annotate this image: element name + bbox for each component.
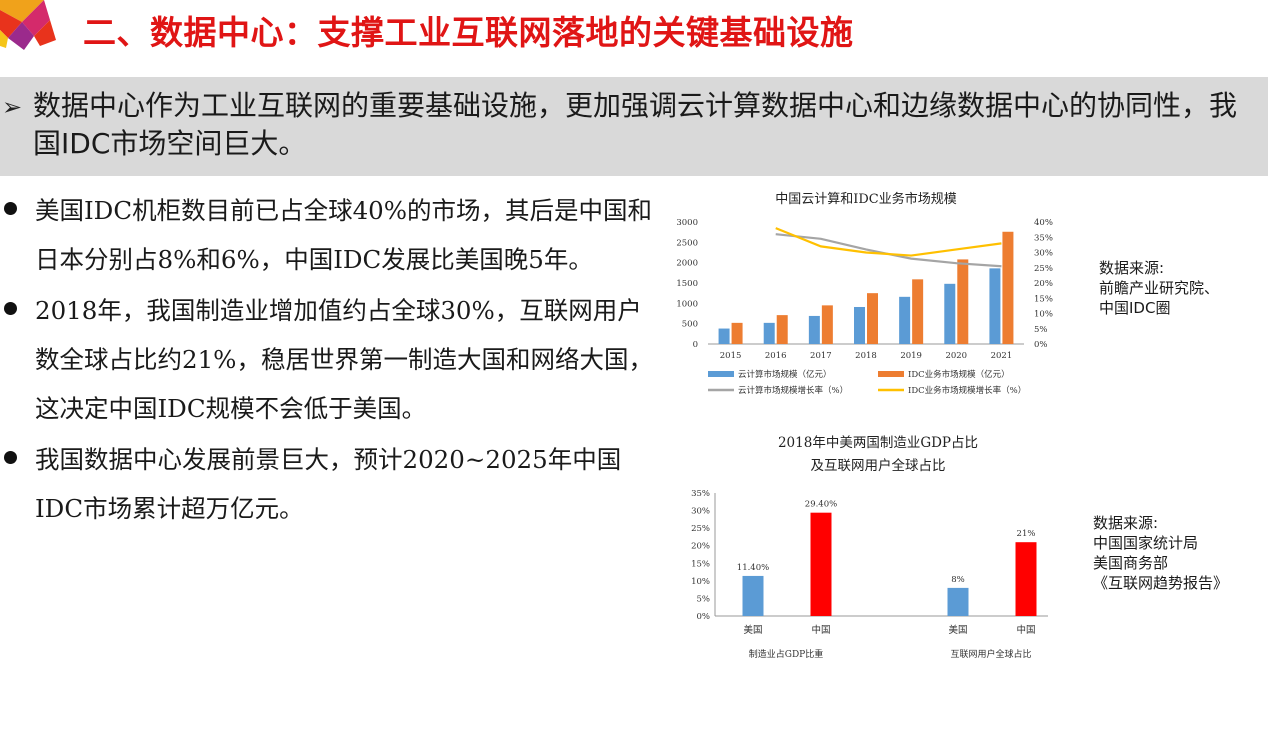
bar — [821, 305, 833, 344]
x-tick-label: 美国 — [948, 624, 967, 636]
chart1-source: 数据来源: 前瞻产业研究院、 中国IDC圈 — [1099, 258, 1219, 318]
bar — [1015, 542, 1037, 616]
bar — [957, 259, 969, 344]
bullet-list: 美国IDC机柜数目前已占全球40%的市场，其后是中国和日本分别占8%和6%，中国… — [0, 186, 660, 535]
y-tick-label: 0 — [693, 340, 698, 350]
y-tick-label: 20% — [691, 542, 710, 552]
source-line: 前瞻产业研究院、 — [1099, 279, 1220, 297]
bullet-text: 我国数据中心发展前景巨大，预计2020~2025年中国IDC市场累计超万亿元。 — [35, 445, 622, 523]
x-tick-label: 2019 — [900, 351, 922, 361]
source-line: 《互联网趋势报告》 — [1093, 574, 1229, 592]
data-label: 8% — [951, 575, 965, 585]
x-tick-label: 2021 — [991, 351, 1013, 361]
bullet-text: 2018年，我国制造业增加值约占全球30%，互联网用户数全球占比约21%，稳居世… — [35, 296, 653, 423]
bar — [810, 512, 832, 616]
legend-label: 云计算市场规模增长率（%） — [738, 385, 848, 396]
bullet-text: 美国IDC机柜数目前已占全球40%的市场，其后是中国和日本分别占8%和6%，中国… — [35, 196, 653, 274]
bullet-item: 我国数据中心发展前景巨大，预计2020~2025年中国IDC市场累计超万亿元。 — [0, 435, 655, 533]
group-label: 制造业占GDP比重 — [749, 648, 823, 660]
y-tick-label: 25% — [691, 524, 710, 534]
y2-tick-label: 10% — [1034, 310, 1053, 320]
bar — [947, 587, 969, 616]
y2-tick-label: 35% — [1034, 233, 1053, 243]
y-tick-label: 2000 — [676, 259, 698, 269]
y-tick-label: 15% — [691, 559, 710, 569]
y-tick-label: 3000 — [676, 218, 698, 228]
data-label: 29.40% — [805, 500, 837, 510]
x-tick-label: 中国 — [811, 624, 830, 636]
data-label: 21% — [1017, 529, 1036, 539]
bullet-item: 2018年，我国制造业增加值约占全球30%，互联网用户数全球占比约21%，稳居世… — [0, 286, 655, 433]
y-tick-label: 35% — [691, 489, 710, 499]
idc-market-chart: 中国云计算和IDC业务市场规模 0 500 1000 1500 2000 2500 3000 0… — [676, 191, 1053, 396]
bar — [776, 315, 788, 344]
y2-tick-label: 5% — [1034, 325, 1048, 335]
chart-title: 及互联网用户全球占比 — [811, 457, 946, 474]
legend-label: 云计算市场规模（亿元） — [738, 369, 832, 380]
source-line: 中国IDC圈 — [1099, 299, 1171, 317]
y2-tick-label: 40% — [1034, 218, 1053, 228]
bar — [944, 283, 956, 344]
bar — [899, 296, 911, 344]
bar — [912, 279, 924, 344]
y2-tick-label: 30% — [1034, 249, 1053, 259]
bar — [854, 306, 865, 344]
bar — [763, 322, 775, 344]
bar — [989, 268, 1001, 344]
x-tick-label: 美国 — [743, 624, 762, 636]
data-label: 11.40% — [737, 563, 769, 573]
bullet-dot-icon — [4, 202, 17, 215]
y-tick-label: 2500 — [676, 238, 698, 248]
bar — [742, 575, 764, 616]
source-line: 美国商务部 — [1093, 554, 1169, 572]
x-tick-label: 2016 — [765, 351, 787, 361]
bar — [867, 293, 878, 344]
x-tick-label: 2020 — [945, 351, 967, 361]
source-line: 数据来源: — [1093, 514, 1159, 532]
series-line — [775, 227, 1002, 257]
source-line: 中国国家统计局 — [1093, 534, 1199, 552]
y-tick-label: 500 — [682, 320, 698, 330]
legend-label: IDC业务市场规模（亿元） — [908, 369, 1010, 380]
source-line: 数据来源: — [1099, 259, 1165, 277]
bar — [1002, 231, 1014, 344]
chart-title: 中国云计算和IDC业务市场规模 — [775, 191, 957, 207]
bullet-dot-icon — [4, 451, 17, 464]
chart-title: 2018年中美两国制造业GDP占比 — [778, 435, 978, 451]
y-tick-label: 10% — [691, 577, 710, 587]
page-title: 二、数据中心：支撑工业互联网落地的关键基础设施 — [83, 13, 854, 52]
logo-decoration — [0, 0, 56, 50]
y2-tick-label: 25% — [1034, 264, 1053, 274]
bar — [731, 322, 743, 344]
x-tick-label: 2015 — [720, 351, 742, 361]
x-tick-label: 中国 — [1016, 624, 1035, 636]
y2-tick-label: 15% — [1034, 294, 1053, 304]
y-tick-label: 1500 — [676, 279, 698, 289]
summary-text: 数据中心作为工业互联网的重要基础设施，更加强调云计算数据中心和边缘数据中心的协同… — [33, 89, 1238, 160]
y-tick-label: 0% — [697, 612, 711, 622]
group-label: 互联网用户全球占比 — [950, 648, 1031, 660]
y-tick-label: 1000 — [676, 299, 698, 309]
y-tick-label: 5% — [697, 594, 711, 604]
x-tick-label: 2018 — [855, 351, 877, 361]
x-tick-label: 2017 — [810, 351, 832, 361]
summary-banner: ➢ 数据中心作为工业互联网的重要基础设施，更加强调云计算数据中心和边缘数据中心的… — [0, 77, 1268, 176]
legend-swatch — [878, 371, 904, 377]
chart2-source: 数据来源: 中国国家统计局 美国商务部 《互联网趋势报告》 — [1093, 513, 1228, 593]
bar — [808, 315, 820, 344]
bullet-dot-icon — [4, 302, 17, 315]
y2-tick-label: 0% — [1034, 340, 1048, 350]
bullet-item: 美国IDC机柜数目前已占全球40%的市场，其后是中国和日本分别占8%和6%，中国… — [0, 186, 655, 284]
legend-label: IDC业务市场规模增长率（%） — [908, 385, 1026, 396]
y-tick-label: 30% — [691, 507, 710, 517]
y2-tick-label: 20% — [1034, 279, 1053, 289]
chevron-right-icon: ➢ — [2, 93, 23, 121]
legend-swatch — [708, 371, 734, 377]
bar — [718, 328, 730, 344]
